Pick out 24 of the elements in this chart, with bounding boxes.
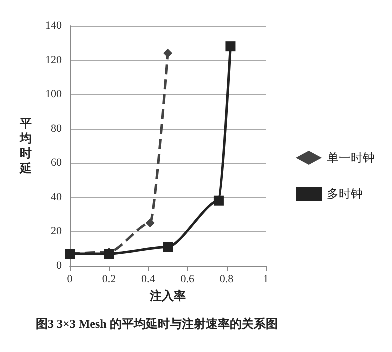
- y-tick-label: 80: [51, 122, 62, 135]
- y-tick-label: 20: [51, 226, 62, 238]
- point: [226, 42, 236, 52]
- legend-label: 单一时钟: [327, 151, 375, 165]
- y-tick-label: 0: [56, 260, 62, 272]
- x-tick-label: 0.2: [102, 274, 116, 286]
- point: [163, 242, 173, 252]
- x-tick-label: 1: [263, 274, 269, 286]
- point: [146, 218, 155, 228]
- y-axis-title: 平均时延: [19, 116, 32, 176]
- y-tick-label: 60: [51, 157, 62, 170]
- y-tick-label: 40: [51, 191, 62, 204]
- y-tick-label: 140: [46, 20, 62, 32]
- y-tick-label: 100: [46, 88, 62, 101]
- y-tick-label: 120: [46, 54, 62, 66]
- x-tick-label: 0: [67, 274, 74, 286]
- caption: 图3 3×3 Mesh 的平均延时与注射速率的关系图: [36, 317, 278, 331]
- x-tick-label: 0.8: [220, 274, 234, 286]
- legend-label: 多时钟: [327, 187, 363, 201]
- point: [164, 48, 172, 58]
- x-tick-label: 0.4: [142, 274, 156, 286]
- x-tick-label: 0.6: [180, 274, 195, 286]
- point: [214, 196, 224, 206]
- x-axis-title: 注入率: [149, 289, 186, 303]
